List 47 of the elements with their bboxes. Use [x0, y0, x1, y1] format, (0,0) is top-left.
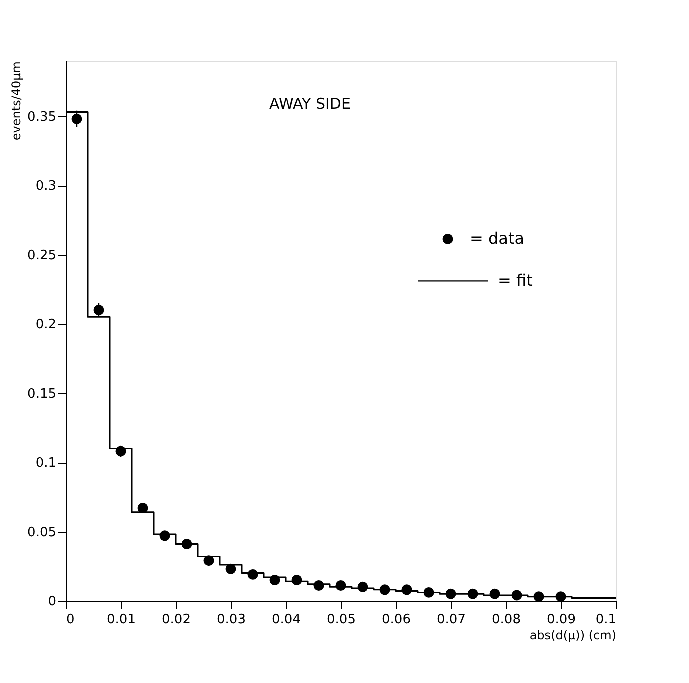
y-tick-label: 0.05	[28, 525, 56, 540]
point	[72, 114, 82, 124]
point	[402, 584, 412, 596]
x-axis-title: abs(d(μ)) (cm)	[530, 628, 616, 642]
point	[490, 588, 500, 600]
point	[138, 502, 148, 514]
y-axis-title: events/40μm	[10, 62, 24, 141]
x-tick-label: 0.06	[382, 612, 411, 628]
x-tick-label: 0.03	[217, 612, 246, 628]
y-tick-label: 0.1	[36, 456, 56, 472]
point	[512, 590, 522, 601]
x-tick-label: 0.09	[547, 612, 576, 628]
point	[226, 564, 236, 574]
x-tick-label: 0.07	[437, 612, 466, 628]
x-tick-label: 0.01	[107, 612, 136, 628]
point	[292, 574, 302, 586]
point	[248, 569, 258, 580]
y-tick-label: 0.2	[36, 318, 56, 333]
y-tick-label: 0.25	[28, 248, 56, 264]
y-tick-label: 0.35	[28, 110, 56, 125]
point	[182, 538, 192, 550]
point	[380, 584, 390, 596]
point	[446, 588, 456, 600]
y-tick-label: 0	[48, 594, 56, 610]
point	[556, 592, 566, 602]
x-tick-label: 0.04	[272, 612, 301, 628]
x-tick-label: 0.02	[162, 612, 191, 628]
x-tick-label: 0.05	[327, 612, 356, 628]
point	[336, 580, 346, 592]
point	[358, 582, 368, 592]
point	[116, 446, 126, 457]
point	[468, 588, 478, 600]
y-tick-label: 0.3	[36, 179, 56, 194]
y-tick-label: 0.15	[28, 386, 56, 402]
point	[160, 530, 170, 542]
annotation: AWAY SIDE	[270, 95, 351, 114]
x-tick-label: 0	[66, 612, 75, 628]
point	[314, 580, 324, 592]
x-tick-label: 0.08	[492, 612, 521, 628]
legend-label: = fit	[498, 271, 533, 290]
point	[204, 556, 214, 566]
point	[534, 592, 544, 602]
x-tick-label: 0.1	[596, 612, 616, 628]
point	[424, 587, 434, 598]
point	[270, 574, 280, 586]
point	[94, 304, 104, 316]
legend-label: = data	[470, 229, 525, 248]
